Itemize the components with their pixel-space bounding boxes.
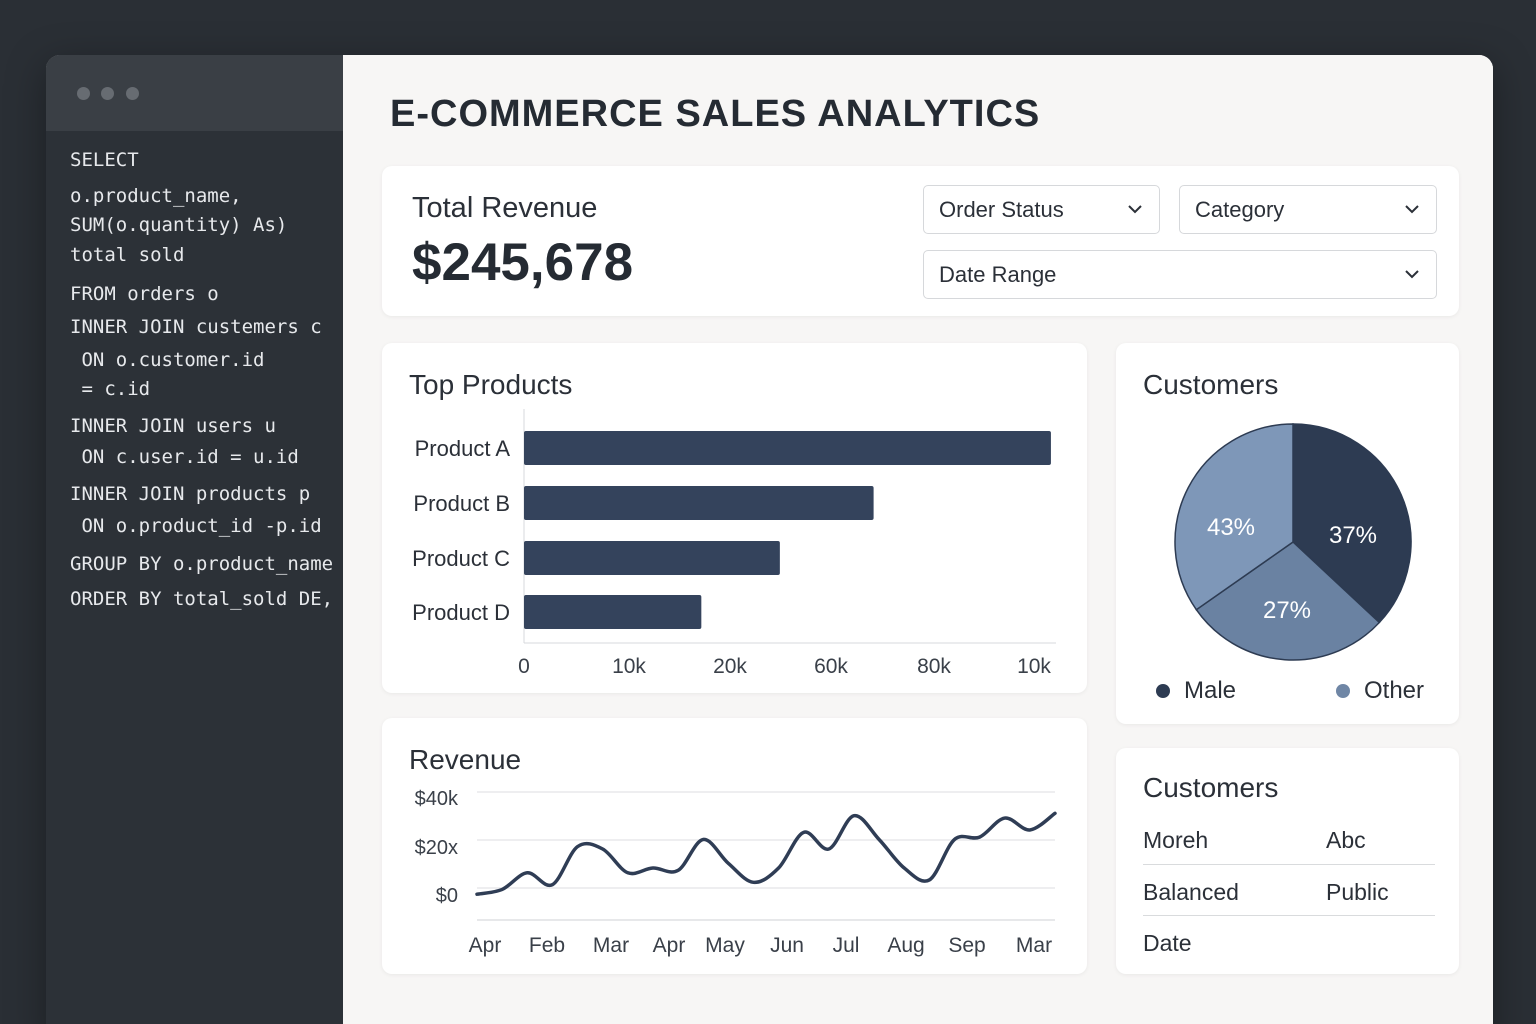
app-window: SELECT o.product_name, SUM(o.quantity) A… — [46, 55, 1493, 1024]
pie-slice-label: 37% — [1329, 522, 1377, 549]
close-window-dot[interactable] — [77, 87, 90, 100]
pie-slice — [1174, 423, 1294, 611]
x-tick-label: Mar — [593, 934, 629, 957]
code-line: SELECT — [70, 149, 139, 171]
maximize-window-dot[interactable] — [126, 87, 139, 100]
code-line: ON o.customer.id — [70, 349, 265, 371]
revenue-chart-card: Revenue $40k $20x $0 Apr Feb Mar Apr May Jun Jul A… — [382, 718, 1087, 974]
table-cell: Date — [1143, 930, 1192, 956]
page-title: E-COMMERCE SALES ANALYTICS — [390, 93, 1041, 135]
total-revenue-label: Total Revenue — [412, 192, 598, 224]
table-cell: Balanced — [1143, 879, 1239, 905]
customers-pie-card: Customers 37% 27% 43% Male Other — [1116, 343, 1459, 724]
top-products-title: Top Products — [409, 369, 573, 400]
bar-product-b — [524, 486, 874, 520]
x-tick-label: Jul — [833, 934, 860, 957]
code-line: SUM(o.quantity) As) — [70, 214, 288, 236]
customers-pie-chart: 37% 27% 43% — [1174, 423, 1412, 661]
code-line: ON c.user.id = u.id — [70, 446, 299, 468]
category-label: Product B — [413, 491, 510, 516]
bar-product-a — [524, 431, 1051, 465]
total-revenue-value: $245,678 — [412, 233, 634, 292]
x-tick-label: Apr — [653, 934, 686, 957]
y-tick-label: $0 — [436, 885, 458, 907]
legend-label-male: Male — [1184, 677, 1237, 704]
order-status-dropdown[interactable]: Order Status — [923, 185, 1160, 234]
code-line: INNER JOIN custemers c — [70, 316, 322, 338]
x-tick-label: Jun — [770, 934, 804, 957]
code-line: o.product_name, — [70, 185, 242, 207]
code-line: FROM orders o — [70, 283, 219, 305]
category-label: Product A — [415, 436, 511, 461]
legend-item-other: Other — [1336, 677, 1424, 705]
x-tick-label: 0 — [518, 655, 530, 678]
code-line: ON o.product_id -p.id — [70, 515, 322, 537]
x-tick-label: May — [705, 934, 745, 957]
pie-slice — [1292, 423, 1412, 624]
table-divider — [1143, 915, 1435, 916]
chevron-down-icon — [1128, 205, 1142, 214]
pie-slice-label: 27% — [1263, 597, 1311, 624]
chevron-down-icon — [1405, 205, 1419, 214]
customers-pie-title: Customers — [1143, 369, 1279, 400]
window-titlebar — [46, 55, 343, 131]
sql-code-block[interactable]: SELECT o.product_name, SUM(o.quantity) A… — [70, 149, 333, 610]
y-tick-label: $40k — [415, 788, 459, 810]
code-line: = c.id — [70, 378, 151, 400]
pie-slice-label: 43% — [1207, 514, 1255, 541]
category-dropdown[interactable]: Category — [1179, 185, 1437, 234]
category-label: Product C — [412, 546, 510, 571]
x-tick-label: Sep — [948, 934, 985, 957]
x-tick-label: Aug — [887, 934, 924, 957]
code-line: total sold — [70, 244, 185, 266]
revenue-chart-title: Revenue — [409, 744, 522, 775]
pie-slice — [1195, 541, 1381, 661]
order-status-label: Order Status — [939, 197, 1064, 222]
date-range-dropdown[interactable]: Date Range — [923, 250, 1437, 299]
code-line: ORDER BY total_sold DE, — [70, 588, 334, 610]
revenue-series-line — [475, 811, 1057, 896]
bar-product-c — [524, 541, 780, 575]
category-label: Product D — [412, 600, 510, 625]
x-tick-label: 80k — [917, 655, 951, 678]
table-cell: Public — [1326, 879, 1389, 905]
x-tick-label: 10k — [1017, 655, 1051, 678]
sql-editor-panel: SELECT o.product_name, SUM(o.quantity) A… — [46, 55, 343, 1024]
legend-item-male: Male — [1156, 677, 1236, 705]
bar-product-d — [524, 595, 702, 629]
x-tick-label: Apr — [469, 934, 502, 957]
dashboard-main: E-COMMERCE SALES ANALYTICS Total Revenue… — [343, 55, 1493, 1024]
table-divider — [1143, 864, 1435, 865]
revenue-line-chart: $40k $20x $0 Apr Feb Mar Apr May Jun Jul Aug Sep Mar — [415, 788, 1057, 957]
table-cell: Moreh — [1143, 827, 1209, 853]
code-line: INNER JOIN products p — [70, 483, 311, 505]
x-tick-label: 60k — [814, 655, 848, 678]
x-tick-label: 10k — [612, 655, 646, 678]
x-tick-label: Feb — [529, 934, 565, 957]
x-tick-label: Mar — [1016, 934, 1052, 957]
legend-dot-male — [1156, 684, 1170, 698]
legend-label-other: Other — [1364, 677, 1425, 704]
table-cell: Abc — [1326, 827, 1366, 853]
legend-dot-other — [1336, 684, 1350, 698]
chevron-down-icon — [1405, 270, 1419, 279]
category-label: Category — [1195, 197, 1285, 222]
customers-table-card: Customers Moreh Abc Balanced Public Date — [1116, 748, 1459, 974]
code-line: GROUP BY o.product_name — [70, 553, 334, 575]
code-line: INNER JOIN users u — [70, 415, 276, 437]
top-products-card: Top Products Product A Product B Product C… — [382, 343, 1087, 693]
top-products-chart: Product A Product B Product C Product D 0 10k… — [412, 409, 1056, 678]
minimize-window-dot[interactable] — [101, 87, 114, 100]
revenue-filters-card: Total Revenue $245,678 Order Status Cate… — [382, 166, 1459, 316]
date-range-label: Date Range — [939, 262, 1057, 287]
y-tick-label: $20x — [415, 837, 458, 859]
customers-table-title: Customers — [1143, 772, 1279, 803]
x-tick-label: 20k — [713, 655, 747, 678]
